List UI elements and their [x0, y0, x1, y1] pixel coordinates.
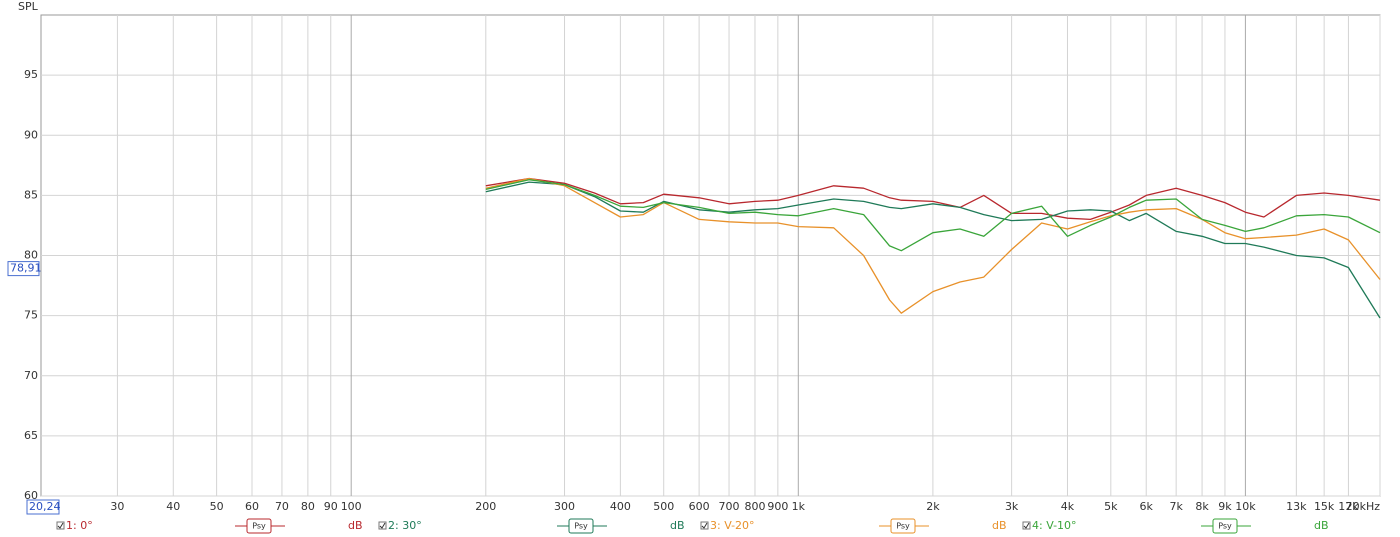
- x-tick-label: 7k: [1169, 500, 1183, 513]
- legend-smoothing-box: [246, 518, 272, 534]
- x-tick-label: 2k: [926, 500, 940, 513]
- series-line: [485, 177, 1381, 314]
- legend-smoothing-box: [568, 518, 594, 534]
- legend-checkbox: [378, 521, 387, 530]
- y-tick-label: 80: [24, 249, 38, 262]
- x-tick-label: 20kHz: [1346, 500, 1381, 513]
- legend-checkbox: [700, 521, 709, 530]
- legend-unit: dB: [1314, 519, 1329, 532]
- x-tick-label: 800: [744, 500, 765, 513]
- y-tick-label: 65: [24, 429, 38, 442]
- x-tick-label: 40: [166, 500, 180, 513]
- x-tick-label: 4k: [1061, 500, 1075, 513]
- legend-smoothing: Psy: [896, 522, 910, 531]
- legend-unit: dB: [992, 519, 1007, 532]
- y-tick-label: 60: [24, 489, 38, 502]
- x-tick-label: 1k: [792, 500, 806, 513]
- x-tick-label: 700: [719, 500, 740, 513]
- legend-unit: dB: [348, 519, 363, 532]
- x-tick-label: 50: [210, 500, 224, 513]
- x-tick-label: 13k: [1286, 500, 1307, 513]
- x-tick-label: 300: [554, 500, 575, 513]
- legend-smoothing-box: [890, 518, 916, 534]
- legend-item: 3: V-20° Psy dB: [700, 518, 1007, 534]
- x-tick-label: 200: [475, 500, 496, 513]
- x-cursor-label: 20,24: [29, 500, 61, 513]
- x-tick-label: 600: [689, 500, 710, 513]
- y-tick-label: 75: [24, 309, 38, 322]
- series-line: [485, 179, 1381, 252]
- legend-label: 2: 30°: [388, 519, 422, 532]
- x-tick-label: 5k: [1104, 500, 1118, 513]
- x-tick-label: 10k: [1235, 500, 1256, 513]
- y-cursor-box: [7, 261, 40, 277]
- x-tick-label: 6k: [1140, 500, 1154, 513]
- x-cursor-box: [26, 499, 60, 515]
- legend-label: 3: V-20°: [710, 519, 755, 532]
- legend-check: [379, 522, 386, 529]
- x-tick-label: 17k: [1338, 500, 1359, 513]
- y-tick-label: 90: [24, 128, 38, 141]
- x-tick-label: 100: [341, 500, 362, 513]
- legend-check: [701, 522, 708, 529]
- legend-item: 4: V-10° Psy dB: [1022, 518, 1329, 534]
- legend-check: [1023, 522, 1030, 529]
- x-tick-label: 15k: [1314, 500, 1335, 513]
- x-tick-label: 90: [324, 500, 338, 513]
- legend-unit: dB: [670, 519, 685, 532]
- x-tick-label: 900: [767, 500, 788, 513]
- x-tick-label: 9k: [1218, 500, 1232, 513]
- legend-smoothing-box: [1212, 518, 1238, 534]
- y-tick-label: 70: [24, 369, 38, 382]
- legend-smoothing: Psy: [574, 522, 588, 531]
- x-tick-label: 400: [610, 500, 631, 513]
- legend-check: [57, 522, 64, 529]
- x-tick-label: 500: [653, 500, 674, 513]
- legend-checkbox: [56, 521, 65, 530]
- x-tick-label: 8k: [1195, 500, 1209, 513]
- legend-item: 1: 0° Psy dB: [56, 518, 363, 534]
- legend-checkbox: [1022, 521, 1031, 530]
- legend-label: 4: V-10°: [1032, 519, 1077, 532]
- x-tick-label: 30: [110, 500, 124, 513]
- x-tick-label: 70: [275, 500, 289, 513]
- y-tick-label: 95: [24, 68, 38, 81]
- legend-item: 2: 30° Psy dB: [378, 518, 685, 534]
- x-tick-label: 60: [245, 500, 259, 513]
- y-axis-label: SPL: [18, 0, 39, 13]
- series-line: [485, 181, 1381, 319]
- legend-smoothing: Psy: [1218, 522, 1232, 531]
- x-tick-label: 80: [301, 500, 315, 513]
- legend-smoothing: Psy: [252, 522, 266, 531]
- legend-label: 1: 0°: [66, 519, 93, 532]
- x-tick-label: 3k: [1005, 500, 1019, 513]
- y-cursor-label: 78,91: [10, 262, 42, 275]
- y-tick-label: 85: [24, 188, 38, 201]
